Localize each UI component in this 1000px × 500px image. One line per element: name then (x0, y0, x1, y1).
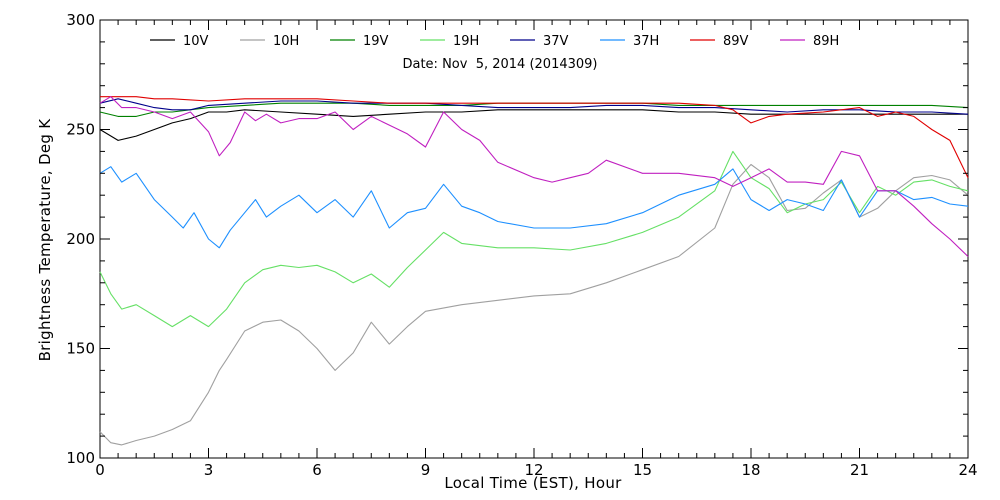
x-tick-label: 6 (312, 461, 322, 479)
legend-label-19v: 19V (363, 34, 389, 49)
series-line-10v (99, 109, 968, 141)
legend-label-89h: 89H (813, 34, 839, 49)
y-tick-label: 200 (66, 230, 95, 248)
legend-label-10h: 10H (273, 34, 299, 49)
plot-area (99, 19, 969, 459)
y-tick-label: 300 (66, 11, 95, 29)
y-tick-label: 150 (66, 340, 95, 358)
y-tick-label: 250 (66, 121, 95, 139)
y-axis-title: Brightness Temperature, Deg K (36, 118, 54, 362)
legend-label-19h: 19H (453, 34, 479, 49)
x-tick-label: 18 (741, 461, 760, 479)
x-tick-label: 12 (524, 461, 543, 479)
x-tick-label: 24 (958, 461, 977, 479)
x-tick-label: 15 (633, 461, 652, 479)
chart-subtitle: Date: Nov 5, 2014 (2014309) (402, 57, 597, 72)
legend-label-37h: 37H (633, 34, 659, 49)
series-line-37v (99, 98, 969, 115)
legend: 10V 10H 19V 19H 37V 37H 89V 89H (150, 34, 839, 49)
axis-ticks: 0 3 6 9 12 15 18 21 24 100 150 200 250 300 (66, 11, 977, 479)
series-line-89v (100, 96, 969, 178)
series-line-89h (99, 96, 969, 257)
x-tick-label: 3 (204, 461, 214, 479)
x-tick-label: 0 (95, 461, 105, 479)
y-tick-label: 100 (66, 449, 95, 467)
x-axis-title: Local Time (EST), Hour (444, 474, 622, 492)
series-line-37h (99, 166, 969, 249)
x-tick-label: 21 (850, 461, 869, 479)
x-tick-label: 9 (421, 461, 431, 479)
legend-label-89v: 89V (723, 34, 749, 49)
legend-label-37v: 37V (543, 34, 569, 49)
series-line-19h (99, 150, 969, 328)
series-lines (99, 96, 969, 446)
plot-frame (99, 19, 969, 459)
legend-label-10v: 10V (183, 34, 209, 49)
